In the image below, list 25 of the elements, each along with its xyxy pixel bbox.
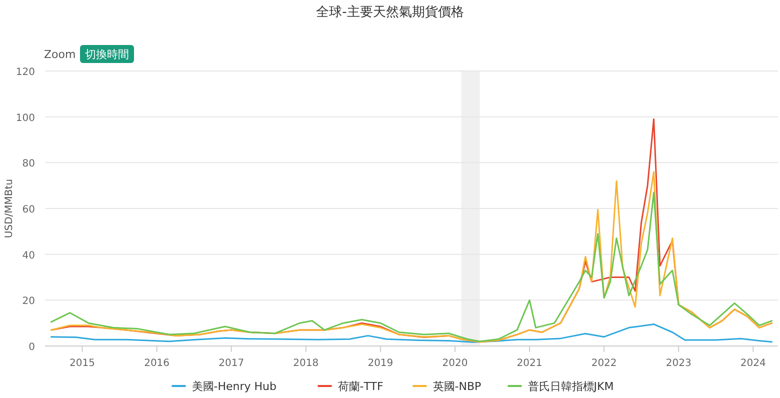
x-tick-label: 2018 <box>293 358 319 369</box>
legend-label: 英國-NBP <box>432 380 482 393</box>
x-tick-label: 2024 <box>740 358 766 369</box>
x-tick-label: 2017 <box>218 358 244 369</box>
x-tick-label: 2019 <box>368 358 394 369</box>
y-tick-label: 100 <box>16 112 35 124</box>
x-tick-label: 2015 <box>70 358 95 369</box>
x-tick-label: 2021 <box>516 358 542 369</box>
text: 切換時間 <box>85 48 129 61</box>
y-tick-label: 20 <box>22 296 35 308</box>
y-tick-label: 80 <box>22 158 35 170</box>
legend-label: 美國-Henry Hub <box>192 380 276 393</box>
y-axis-title: USD/MMBtu <box>4 178 15 238</box>
y-tick-label: 60 <box>22 204 35 216</box>
x-tick-label: 2022 <box>591 358 617 369</box>
chart-title: 全球-主要天然氣期貨價格 <box>316 4 464 20</box>
x-tick-label: 2023 <box>666 358 692 369</box>
x-tick-label: 2020 <box>442 358 468 369</box>
text: Zoom <box>44 48 76 61</box>
legend-label: 荷蘭-TTF <box>338 380 384 393</box>
legend-label: 普氏日韓指標JKM <box>528 380 614 393</box>
x-tick-label: 2016 <box>144 358 170 369</box>
y-tick-label: 40 <box>22 250 35 262</box>
y-tick-label: 120 <box>16 67 35 78</box>
y-tick-label: 0 <box>28 342 35 353</box>
